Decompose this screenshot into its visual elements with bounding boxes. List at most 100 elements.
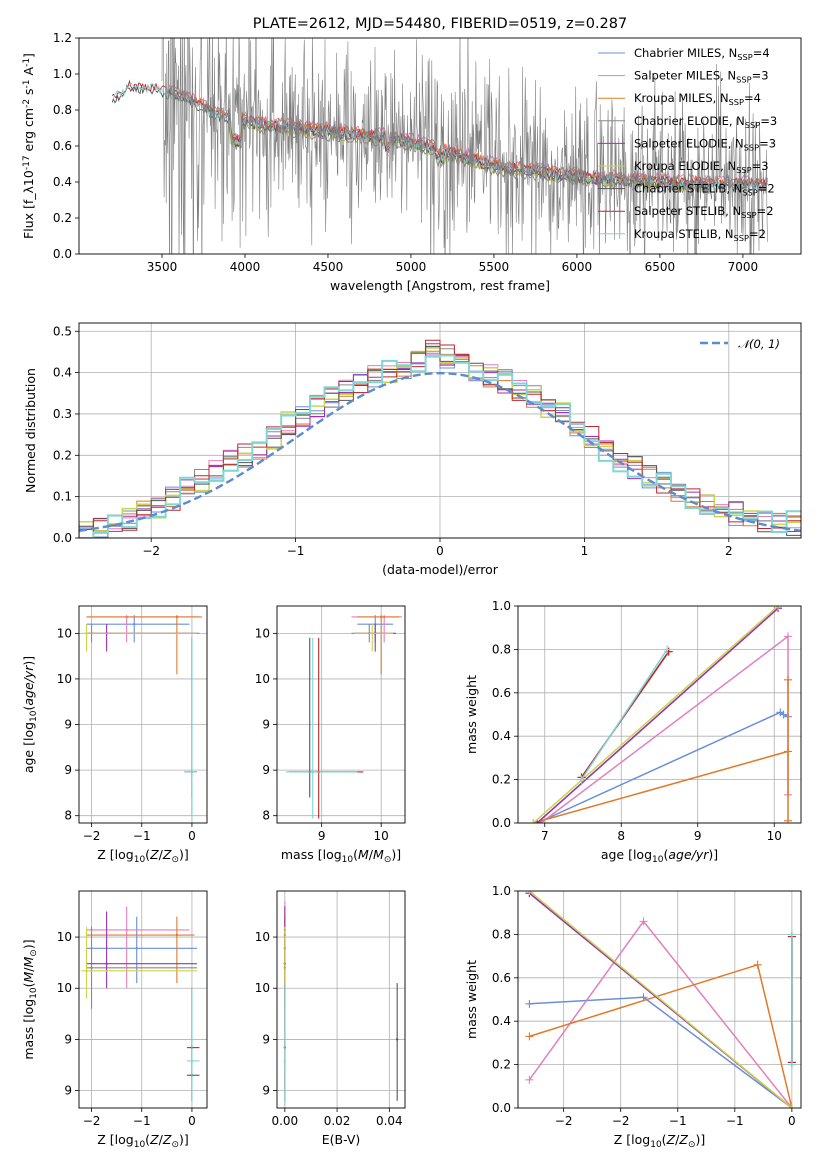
- series-marker: [525, 999, 534, 1008]
- legend-label-chabrier-miles: Chabrier MILES, NSSP=4: [634, 46, 770, 62]
- axes-frame: [78, 37, 802, 255]
- label-segment: mass [: [21, 1018, 36, 1060]
- histogram-salpeter-stelib: [79, 339, 801, 538]
- data-point: [105, 962, 108, 965]
- label-segment: log: [323, 847, 342, 862]
- label-segment: Chabrier MILES, N: [634, 46, 737, 60]
- data-point: [90, 966, 93, 969]
- label-segment: =2: [757, 204, 774, 218]
- data-point: [379, 615, 383, 619]
- label-segment: M: [373, 847, 384, 862]
- label-segment: SSP: [736, 165, 751, 175]
- x-tick-label: −2: [83, 829, 101, 843]
- label-segment: (data-model)/error: [382, 562, 499, 577]
- y-tick-label: 0.1: [53, 490, 72, 504]
- errorbar-salpeter-elodie: [354, 624, 397, 652]
- x-tick-label: 3500: [147, 260, 178, 274]
- series-marker: [787, 930, 796, 939]
- series-marker: [529, 819, 538, 823]
- y-axis-label: Flux [f_λ10-17 erg cm-2 s-1 A-1]: [21, 53, 36, 239]
- z-weight-panel: −2 −2 −1 −1 00.00.20.40.60.81.0Z [log10(Z/Z⊙…: [464, 884, 802, 1150]
- label-segment: s: [21, 88, 36, 99]
- label-segment: ⊙: [171, 1140, 179, 1150]
- y-tick-label: 9: [262, 718, 270, 732]
- y-tick-label: 0.0: [492, 816, 511, 830]
- label-segment: SSP: [745, 120, 760, 130]
- label-segment: )]: [179, 1132, 189, 1147]
- y-tick-label: 0.8: [492, 927, 511, 941]
- label-segment: ⊙: [171, 855, 179, 865]
- data-point: [135, 947, 138, 950]
- series-kroupa-stelib: [787, 930, 796, 1069]
- normal-distribution-curve: [79, 371, 801, 532]
- x-tick-label: −1: [287, 544, 305, 558]
- axes-frame: [78, 890, 208, 1109]
- data-point: [311, 770, 314, 774]
- axes-frame: [78, 322, 802, 539]
- label-segment: SSP: [729, 97, 744, 107]
- label-segment: =4: [744, 91, 761, 105]
- x-tick-label: 2: [725, 544, 733, 558]
- y-tick-label: 0.8: [492, 642, 511, 656]
- label-segment: )]: [391, 847, 401, 862]
- label-segment: Z: [149, 847, 159, 862]
- series-line: [532, 606, 779, 823]
- label-segment: mass [: [281, 847, 323, 862]
- label-segment: )]: [179, 847, 189, 862]
- label-segment: (: [662, 1132, 667, 1147]
- y-tick-label: 1.0: [492, 599, 511, 613]
- series-kroupa-elodie: [525, 891, 796, 1108]
- plot-area: [529, 606, 792, 823]
- series-salpeter-miles: [525, 917, 796, 1108]
- label-segment: (: [353, 847, 358, 862]
- series-kroupa-miles: [529, 675, 792, 823]
- errorbar-kroupa-stelib: [184, 637, 197, 821]
- y-tick-label: 10: [255, 930, 270, 944]
- label-segment: )]: [708, 847, 718, 862]
- errorbar-kroupa-miles: [357, 615, 400, 675]
- label-segment: log: [21, 722, 36, 741]
- plot-area: [525, 891, 796, 1108]
- y-tick-label: 0.8: [53, 103, 72, 117]
- y-tick-label: 9: [262, 1084, 270, 1098]
- y-tick-label: 9: [262, 1032, 270, 1046]
- data-point: [283, 1059, 287, 1063]
- legend-label-normal: 𝒩(0, 1): [738, 337, 780, 351]
- x-axis-label: age [log10(age/yr)]: [601, 847, 718, 865]
- label-segment: log: [115, 1132, 134, 1147]
- series-line: [528, 920, 793, 1108]
- x-tick-label: −2: [83, 1114, 101, 1128]
- y-tick-label: 1.0: [492, 884, 511, 898]
- label-segment: age [: [601, 847, 633, 862]
- spectrum-panel: PLATE=2612, MJD=54480, FIBERID=0519, z=0…: [21, 16, 802, 293]
- x-tick-label: 0: [436, 544, 444, 558]
- series-marker: [783, 675, 792, 684]
- axes-frame: [517, 605, 802, 824]
- y-tick-label: 9: [262, 763, 270, 777]
- y-axis-label: Normed distribution: [23, 368, 38, 493]
- label-segment: =3: [759, 136, 776, 150]
- series-line: [536, 607, 779, 823]
- label-segment: ]: [21, 53, 36, 58]
- label-segment: SSP: [742, 188, 757, 198]
- errorbar-chabrier-stelib: [184, 637, 197, 816]
- legend-label-salpeter-elodie: Salpeter ELODIE, NSSP=3: [634, 136, 776, 152]
- label-segment: -1: [22, 79, 32, 88]
- series-line: [529, 996, 793, 1108]
- label-segment: erg cm: [21, 108, 36, 156]
- x-tick-label: −1: [726, 1114, 744, 1128]
- plot-area: [285, 615, 403, 819]
- series-chabrier-miles: [525, 993, 796, 1108]
- x-tick-label: 0.00: [271, 1114, 298, 1128]
- x-axis-label: (data-model)/error: [382, 562, 499, 577]
- label-segment: wavelength [Angstrom, rest frame]: [330, 278, 550, 293]
- label-segment: M: [21, 972, 36, 983]
- plot-area: [81, 615, 202, 821]
- legend-label-kroupa-miles: Kroupa MILES, NSSP=4: [634, 91, 761, 107]
- label-segment: ⊙: [29, 949, 39, 957]
- label-segment: =3: [760, 114, 777, 128]
- plot-area: [283, 901, 399, 1106]
- label-segment: Z: [666, 1132, 676, 1147]
- label-segment: mass weight: [464, 960, 479, 1039]
- axes-frame: [78, 605, 208, 824]
